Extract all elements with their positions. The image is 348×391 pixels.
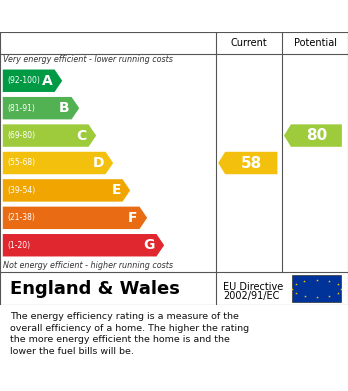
Text: D: D (92, 156, 104, 170)
Text: EU Directive: EU Directive (223, 282, 284, 292)
Text: C: C (77, 129, 87, 143)
Polygon shape (3, 206, 147, 229)
Text: England & Wales: England & Wales (10, 280, 180, 298)
Polygon shape (3, 234, 164, 256)
Text: (69-80): (69-80) (7, 131, 35, 140)
Polygon shape (3, 152, 113, 174)
Text: 80: 80 (306, 128, 327, 143)
Polygon shape (3, 70, 62, 92)
Bar (292, 274, 341, 302)
Text: Energy Efficiency Rating: Energy Efficiency Rating (10, 9, 220, 23)
Text: (1-20): (1-20) (7, 241, 30, 250)
Polygon shape (3, 97, 79, 119)
Polygon shape (284, 124, 342, 147)
Text: The energy efficiency rating is a measure of the
overall efficiency of a home. T: The energy efficiency rating is a measur… (10, 312, 250, 356)
Text: (92-100): (92-100) (7, 76, 40, 85)
Polygon shape (3, 124, 96, 147)
Text: B: B (59, 101, 70, 115)
Text: (21-38): (21-38) (7, 213, 35, 222)
Text: (81-91): (81-91) (7, 104, 35, 113)
Text: (39-54): (39-54) (7, 186, 35, 195)
Text: Potential: Potential (294, 38, 337, 48)
Text: G: G (143, 238, 155, 252)
Polygon shape (218, 152, 277, 174)
Text: (55-68): (55-68) (7, 158, 35, 167)
Text: 58: 58 (241, 156, 262, 170)
Text: E: E (111, 183, 121, 197)
Text: Current: Current (231, 38, 268, 48)
Text: F: F (128, 211, 138, 225)
Text: Not energy efficient - higher running costs: Not energy efficient - higher running co… (3, 260, 174, 269)
Polygon shape (3, 179, 130, 202)
Text: 2002/91/EC: 2002/91/EC (223, 291, 280, 301)
Text: Very energy efficient - lower running costs: Very energy efficient - lower running co… (3, 55, 173, 64)
Text: A: A (42, 74, 53, 88)
